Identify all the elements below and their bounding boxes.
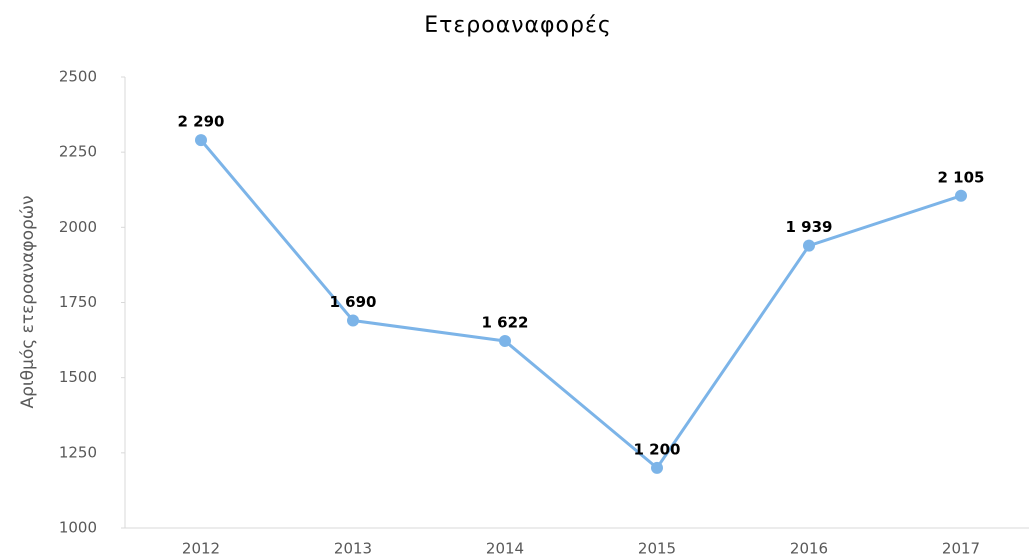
marker (651, 461, 663, 474)
line (199, 139, 962, 470)
y-tick-label: 1000 (59, 519, 97, 537)
marker (955, 189, 967, 202)
value-label: 2 290 (178, 113, 225, 131)
x-tick-label: 2012 (182, 540, 220, 558)
chart-title: Ετεροαναφορές (424, 13, 612, 38)
marker (499, 334, 511, 347)
x-tick-label: 2013 (334, 540, 372, 558)
value-label: 1 690 (330, 293, 377, 311)
value-label: 1 200 (634, 440, 681, 458)
x-tick-label: 2016 (790, 540, 828, 558)
y-tick-label: 2250 (59, 143, 97, 161)
y-tick-label: 1250 (59, 443, 97, 461)
x-tick-label: 2015 (638, 540, 676, 558)
marker (803, 239, 815, 252)
y-tick-label: 1750 (59, 293, 97, 311)
x-tick-label: 2017 (942, 540, 980, 558)
marker (347, 314, 359, 327)
y-tick-label: 2000 (59, 218, 97, 236)
value-label: 2 105 (938, 168, 985, 186)
y-tick-label: 2500 (59, 68, 97, 86)
value-label: 1 939 (786, 218, 833, 236)
marker (195, 134, 207, 147)
y-tick-label: 1500 (59, 368, 97, 386)
y-axis-label: Αριθμός ετεροαναφορών (18, 195, 38, 408)
value-label: 1 622 (482, 313, 529, 331)
x-tick-label: 2014 (486, 540, 524, 558)
